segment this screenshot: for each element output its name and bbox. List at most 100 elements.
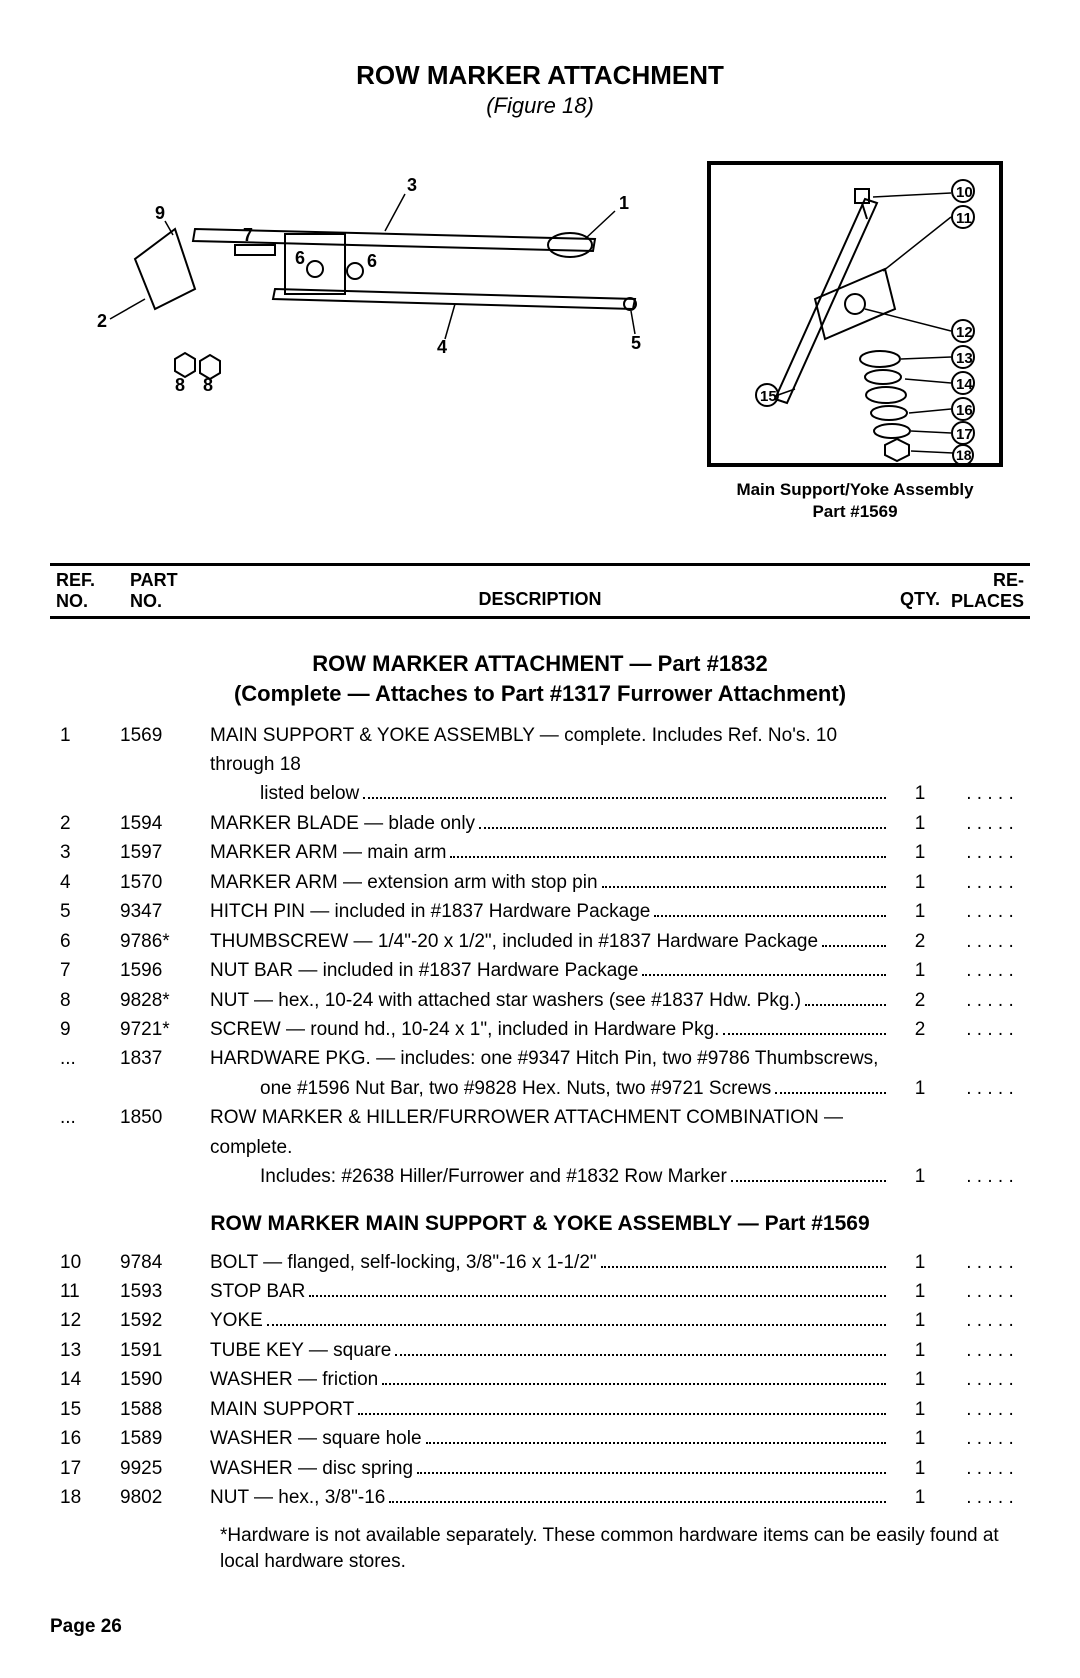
cell-ref: 6	[50, 927, 120, 956]
cell-rep: . . . . .	[950, 1015, 1030, 1044]
cell-part: 1593	[120, 1277, 210, 1306]
cell-ref: 1	[50, 721, 120, 750]
cell-ref: 15	[50, 1395, 120, 1424]
cell-qty: 1	[890, 868, 950, 897]
cell-qty: 1	[890, 1483, 950, 1512]
d-label-2: 2	[97, 311, 107, 331]
cell-ref: ...	[50, 1044, 120, 1073]
hdr-desc: DESCRIPTION	[210, 589, 870, 612]
table-row: 31597MARKER ARM — main arm1. . . . .	[50, 838, 1030, 867]
cell-rep: . . . . .	[950, 1162, 1030, 1191]
cell-desc: NUT — hex., 3/8"-16	[210, 1483, 385, 1512]
cell-ref: 2	[50, 809, 120, 838]
cell-desc: NUT — hex., 10-24 with attached star was…	[210, 986, 801, 1015]
d-label-8b: 8	[203, 375, 213, 395]
d-label-6b: 6	[367, 251, 377, 271]
cell-part: 1596	[120, 956, 210, 985]
table-row: 151588MAIN SUPPORT1. . . . .	[50, 1395, 1030, 1424]
cell-rep: . . . . .	[950, 1248, 1030, 1277]
cell-rep: . . . . .	[950, 779, 1030, 808]
d-label-9: 9	[155, 203, 165, 223]
cell-part: 1589	[120, 1424, 210, 1453]
cell-desc: BOLT — flanged, self-locking, 3/8"-16 x …	[210, 1248, 597, 1277]
cell-desc: MAIN SUPPORT	[210, 1395, 354, 1424]
cell-ref: 12	[50, 1306, 120, 1335]
cell-qty: 1	[890, 956, 950, 985]
cell-rep: . . . . .	[950, 956, 1030, 985]
cell-desc: MAIN SUPPORT & YOKE ASSEMBLY — complete.…	[210, 721, 890, 780]
right-caption-line1: Main Support/Yoke Assembly	[736, 480, 973, 499]
cell-ref: 3	[50, 838, 120, 867]
cell-rep: . . . . .	[950, 809, 1030, 838]
table-row: Includes: #2638 Hiller/Furrower and #183…	[50, 1162, 1030, 1191]
cell-qty: 1	[890, 1306, 950, 1335]
cell-part: 9347	[120, 897, 210, 926]
cell-ref: 18	[50, 1483, 120, 1512]
cell-ref: 11	[50, 1277, 120, 1306]
cell-desc: HARDWARE PKG. — includes: one #9347 Hitc…	[210, 1044, 890, 1073]
cell-desc: MARKER ARM — main arm	[210, 838, 446, 867]
cell-qty: 1	[890, 1277, 950, 1306]
cell-desc: WASHER — disc spring	[210, 1454, 413, 1483]
cell-part: 9802	[120, 1483, 210, 1512]
section2-title: ROW MARKER MAIN SUPPORT & YOKE ASSEMBLY …	[50, 1212, 1030, 1236]
table-row: 161589WASHER — square hole1. . . . .	[50, 1424, 1030, 1453]
cell-rep: . . . . .	[950, 1424, 1030, 1453]
page-number: Page 26	[50, 1616, 1030, 1638]
table-row: 21594MARKER BLADE — blade only1. . . . .	[50, 809, 1030, 838]
hdr-qty: QTY.	[870, 589, 940, 612]
cell-part: 9721*	[120, 1015, 210, 1044]
cell-rep: . . . . .	[950, 838, 1030, 867]
diagram-right-wrapper: 10 11 12 13 14 16	[705, 159, 1005, 523]
cell-qty: 1	[890, 838, 950, 867]
cell-desc: TUBE KEY — square	[210, 1336, 391, 1365]
table-row: listed below1. . . . .	[50, 779, 1030, 808]
cell-qty: 1	[890, 1424, 950, 1453]
svg-text:14: 14	[956, 376, 973, 393]
cell-qty: 2	[890, 927, 950, 956]
d-label-8a: 8	[175, 375, 185, 395]
diagram-right: 10 11 12 13 14 16	[705, 159, 1005, 469]
cell-part: 1588	[120, 1395, 210, 1424]
cell-part: 1837	[120, 1044, 210, 1073]
table-row: 121592YOKE1. . . . .	[50, 1306, 1030, 1335]
cell-qty: 1	[890, 1365, 950, 1394]
cell-rep: . . . . .	[950, 927, 1030, 956]
cell-rep: . . . . .	[950, 986, 1030, 1015]
cell-desc: THUMBSCREW — 1/4"-20 x 1/2", included in…	[210, 927, 818, 956]
cell-part: 1592	[120, 1306, 210, 1335]
parts-table-2: 109784BOLT — flanged, self-locking, 3/8"…	[50, 1248, 1030, 1513]
cell-rep: . . . . .	[950, 1454, 1030, 1483]
cell-desc: WASHER — square hole	[210, 1424, 422, 1453]
hdr-part: PARTNO.	[130, 570, 210, 612]
cell-rep: . . . . .	[950, 1483, 1030, 1512]
cell-part: 9784	[120, 1248, 210, 1277]
svg-text:10: 10	[956, 184, 973, 201]
table-row: 11569MAIN SUPPORT & YOKE ASSEMBLY — comp…	[50, 721, 1030, 780]
cell-ref: 7	[50, 956, 120, 985]
svg-text:11: 11	[956, 210, 972, 227]
right-caption-line2: Part #1569	[812, 502, 897, 521]
svg-text:15: 15	[760, 388, 777, 405]
footnote: *Hardware is not available separately. T…	[220, 1523, 1030, 1576]
cell-ref: 14	[50, 1365, 120, 1394]
table-row: 189802NUT — hex., 3/8"-16 1. . . . .	[50, 1483, 1030, 1512]
cell-qty: 1	[890, 779, 950, 808]
cell-part: 9786*	[120, 927, 210, 956]
cell-ref: 8	[50, 986, 120, 1015]
page-title: ROW MARKER ATTACHMENT	[50, 60, 1030, 91]
cell-ref: 9	[50, 1015, 120, 1044]
diagram-area: 3 4 6 6 7 9 2 8 8	[50, 159, 1030, 523]
cell-ref: 4	[50, 868, 120, 897]
cell-qty: 1	[890, 1336, 950, 1365]
hdr-rep: RE-PLACES	[940, 570, 1030, 612]
d-label-1: 1	[619, 193, 629, 213]
svg-text:16: 16	[956, 402, 973, 419]
cell-qty: 1	[890, 897, 950, 926]
right-caption: Main Support/Yoke Assembly Part #1569	[705, 479, 1005, 523]
cell-part: 1570	[120, 868, 210, 897]
table-row: ...1837HARDWARE PKG. — includes: one #93…	[50, 1044, 1030, 1073]
table-row: 111593STOP BAR1. . . . .	[50, 1277, 1030, 1306]
figure-label: (Figure 18)	[50, 93, 1030, 119]
cell-part: 1590	[120, 1365, 210, 1394]
